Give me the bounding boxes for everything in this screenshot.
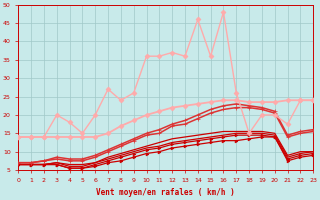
X-axis label: Vent moyen/en rafales ( km/h ): Vent moyen/en rafales ( km/h ) (96, 188, 235, 197)
